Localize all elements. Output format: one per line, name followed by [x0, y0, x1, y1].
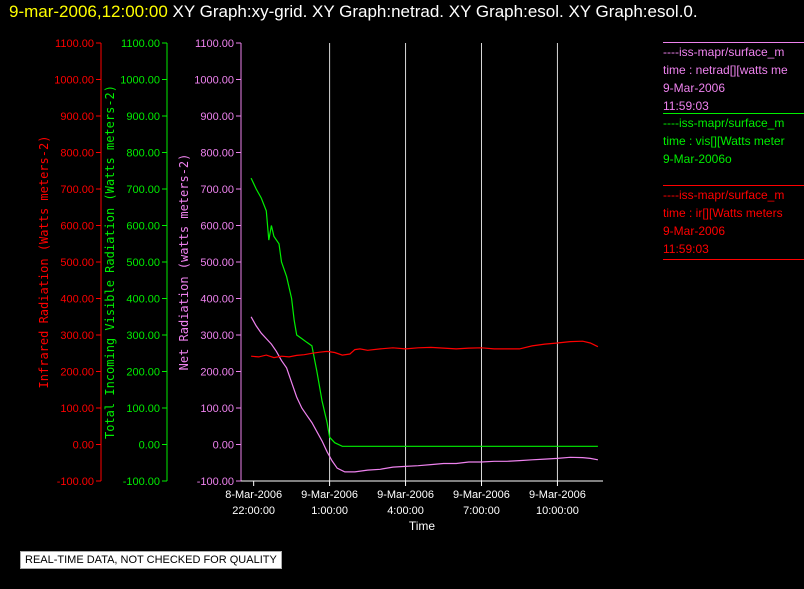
- legend-line: 9-Mar-2006: [663, 81, 726, 95]
- y-tick-label: 800.00: [60, 148, 94, 160]
- y-axis-title: Infrared Radiation (Watts meters-2): [37, 136, 51, 389]
- x-tick-label: 9-Mar-2006: [377, 489, 434, 501]
- legend-line: time : ir[][Watts meters: [663, 206, 783, 220]
- y-tick-label: -100.00: [197, 476, 234, 488]
- legend-rule: [663, 259, 804, 260]
- y-tick-label: 0.00: [213, 440, 234, 452]
- y-tick-label: -100.00: [123, 476, 160, 488]
- series-line-ir: [251, 340, 599, 359]
- y-tick-label: 300.00: [126, 330, 160, 342]
- y-tick-label: 600.00: [60, 221, 94, 233]
- y-tick-label: 1000.00: [120, 75, 160, 87]
- x-tick-label: 9-Mar-2006: [453, 489, 510, 501]
- x-tick-label: 4:00:00: [387, 505, 424, 517]
- y-axis-title: Net Radiation (watts meters-2): [177, 154, 191, 371]
- series-line-net: [250, 316, 599, 473]
- y-tick-label: 900.00: [60, 111, 94, 123]
- title-bar: 9-mar-2006,12:00:00 XY Graph:xy-grid. XY…: [9, 2, 698, 22]
- y-tick-label: 500.00: [126, 257, 160, 269]
- y-tick-label: -100.00: [57, 476, 94, 488]
- y-tick-label: 400.00: [200, 294, 234, 306]
- y-tick-label: 700.00: [60, 184, 94, 196]
- y-tick-label: 1100.00: [121, 38, 160, 50]
- y-axis-title: Total Incoming Visible Radiation (Watts …: [103, 85, 117, 439]
- y-tick-label: 100.00: [126, 403, 160, 415]
- y-tick-label: 500.00: [60, 257, 94, 269]
- y-tick-label: 300.00: [60, 330, 94, 342]
- legend-line: 9-Mar-2006: [663, 224, 726, 238]
- y-tick-label: 400.00: [126, 294, 160, 306]
- y-tick-label: 900.00: [200, 111, 234, 123]
- y-tick-label: 1000.00: [54, 75, 94, 87]
- legend-line: 11:59:03: [663, 242, 709, 256]
- y-tick-label: 800.00: [200, 148, 234, 160]
- legend-line: ----iss-mapr/surface_m: [663, 45, 785, 59]
- y-tick-label: 100.00: [200, 403, 234, 415]
- y-tick-label: 300.00: [200, 330, 234, 342]
- series-line-vis: [250, 177, 598, 447]
- legend-ir: ----iss-mapr/surface_m time : ir[][Watts…: [663, 185, 804, 260]
- y-tick-label: 1100.00: [55, 38, 94, 50]
- y-tick-label: 700.00: [126, 184, 160, 196]
- legend-line: 11:59:03: [663, 99, 709, 113]
- y-tick-label: 0.00: [73, 440, 94, 452]
- legend-rule: [663, 42, 804, 43]
- legend-vis: ----iss-mapr/surface_m time : vis[][Watt…: [663, 113, 804, 168]
- y-tick-label: 100.00: [60, 403, 94, 415]
- x-tick-label: 9-Mar-2006: [529, 489, 586, 501]
- y-tick-label: 1100.00: [195, 38, 234, 50]
- y-tick-label: 900.00: [126, 111, 160, 123]
- y-tick-label: 0.00: [139, 440, 160, 452]
- y-tick-label: 600.00: [200, 221, 234, 233]
- x-tick-label: 1:00:00: [311, 505, 348, 517]
- y-tick-label: 200.00: [126, 367, 160, 379]
- legend-line: ----iss-mapr/surface_m: [663, 188, 785, 202]
- y-tick-label: 200.00: [200, 367, 234, 379]
- legend-netrad: ----iss-mapr/surface_m time : netrad[][w…: [663, 42, 804, 115]
- x-tick-label: 8-Mar-2006: [225, 489, 282, 501]
- y-tick-label: 700.00: [200, 184, 234, 196]
- legend-line: ----iss-mapr/surface_m: [663, 116, 785, 130]
- legend-rule: [663, 113, 804, 114]
- y-tick-label: 200.00: [60, 367, 94, 379]
- legend-line: 9-Mar-2006o: [663, 152, 732, 166]
- y-tick-label: 1000.00: [194, 75, 234, 87]
- y-tick-label: 800.00: [126, 148, 160, 160]
- legend-line: time : vis[][Watts meter: [663, 134, 785, 148]
- x-tick-label: 10:00:00: [536, 505, 579, 517]
- title-graphs: XY Graph:xy-grid. XY Graph:netrad. XY Gr…: [172, 2, 698, 21]
- y-tick-label: 500.00: [200, 257, 234, 269]
- x-tick-label: 22:00:00: [232, 505, 275, 517]
- legend-line: time : netrad[][watts me: [663, 63, 788, 77]
- title-date: 9-mar-2006,12:00:00: [9, 2, 168, 21]
- legend-rule: [663, 185, 804, 186]
- x-tick-label: 7:00:00: [463, 505, 500, 517]
- x-axis-title: Time: [409, 519, 436, 533]
- y-tick-label: 400.00: [60, 294, 94, 306]
- y-tick-label: 600.00: [126, 221, 160, 233]
- quality-note: REAL-TIME DATA, NOT CHECKED FOR QUALITY: [20, 551, 282, 569]
- x-tick-label: 9-Mar-2006: [301, 489, 358, 501]
